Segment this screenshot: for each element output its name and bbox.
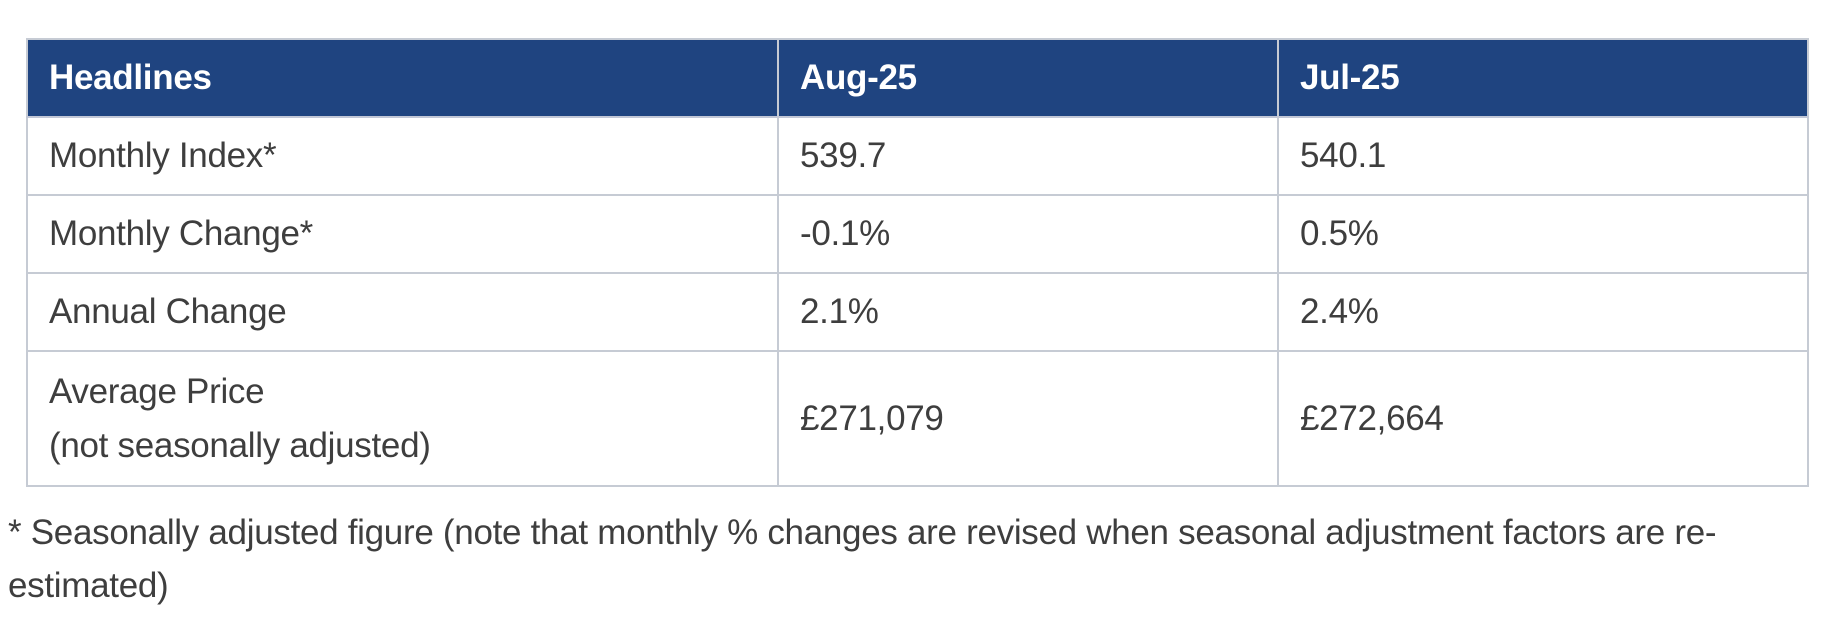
row-label-sub: (not seasonally adjusted) <box>49 425 431 465</box>
cell-jul-value: £272,664 <box>1277 350 1809 487</box>
table-row-monthly-change: Monthly Change* -0.1% 0.5% <box>26 194 1809 274</box>
cell-aug-value: -0.1% <box>777 194 1279 274</box>
footnote-line-2: estimated) <box>8 566 169 605</box>
table-row-monthly-index: Monthly Index* 539.7 540.1 <box>26 116 1809 196</box>
column-header-headlines: Headlines <box>26 38 779 118</box>
cell-aug-value: 539.7 <box>777 116 1279 196</box>
cell-jul-value: 540.1 <box>1277 116 1809 196</box>
table-header-row: Headlines Aug-25 Jul-25 <box>26 38 1809 118</box>
row-label: Monthly Index* <box>26 116 779 196</box>
row-label: Average Price (not seasonally adjusted) <box>26 350 779 487</box>
column-header-aug-25: Aug-25 <box>777 38 1279 118</box>
row-label-main: Average Price <box>49 371 265 411</box>
cell-aug-value: 2.1% <box>777 272 1279 352</box>
row-label: Monthly Change* <box>26 194 779 274</box>
footnote-line-1: * Seasonally adjusted figure (note that … <box>8 513 1717 552</box>
table-row-annual-change: Annual Change 2.1% 2.4% <box>26 272 1809 352</box>
column-header-jul-25: Jul-25 <box>1277 38 1809 118</box>
cell-jul-value: 2.4% <box>1277 272 1809 352</box>
row-label: Annual Change <box>26 272 779 352</box>
footnote: * Seasonally adjusted figure (note that … <box>8 506 1717 612</box>
cell-jul-value: 0.5% <box>1277 194 1809 274</box>
table-row-average-price: Average Price (not seasonally adjusted) … <box>26 350 1809 487</box>
cell-aug-value: £271,079 <box>777 350 1279 487</box>
headlines-table: Headlines Aug-25 Jul-25 Monthly Index* 5… <box>26 38 1809 487</box>
